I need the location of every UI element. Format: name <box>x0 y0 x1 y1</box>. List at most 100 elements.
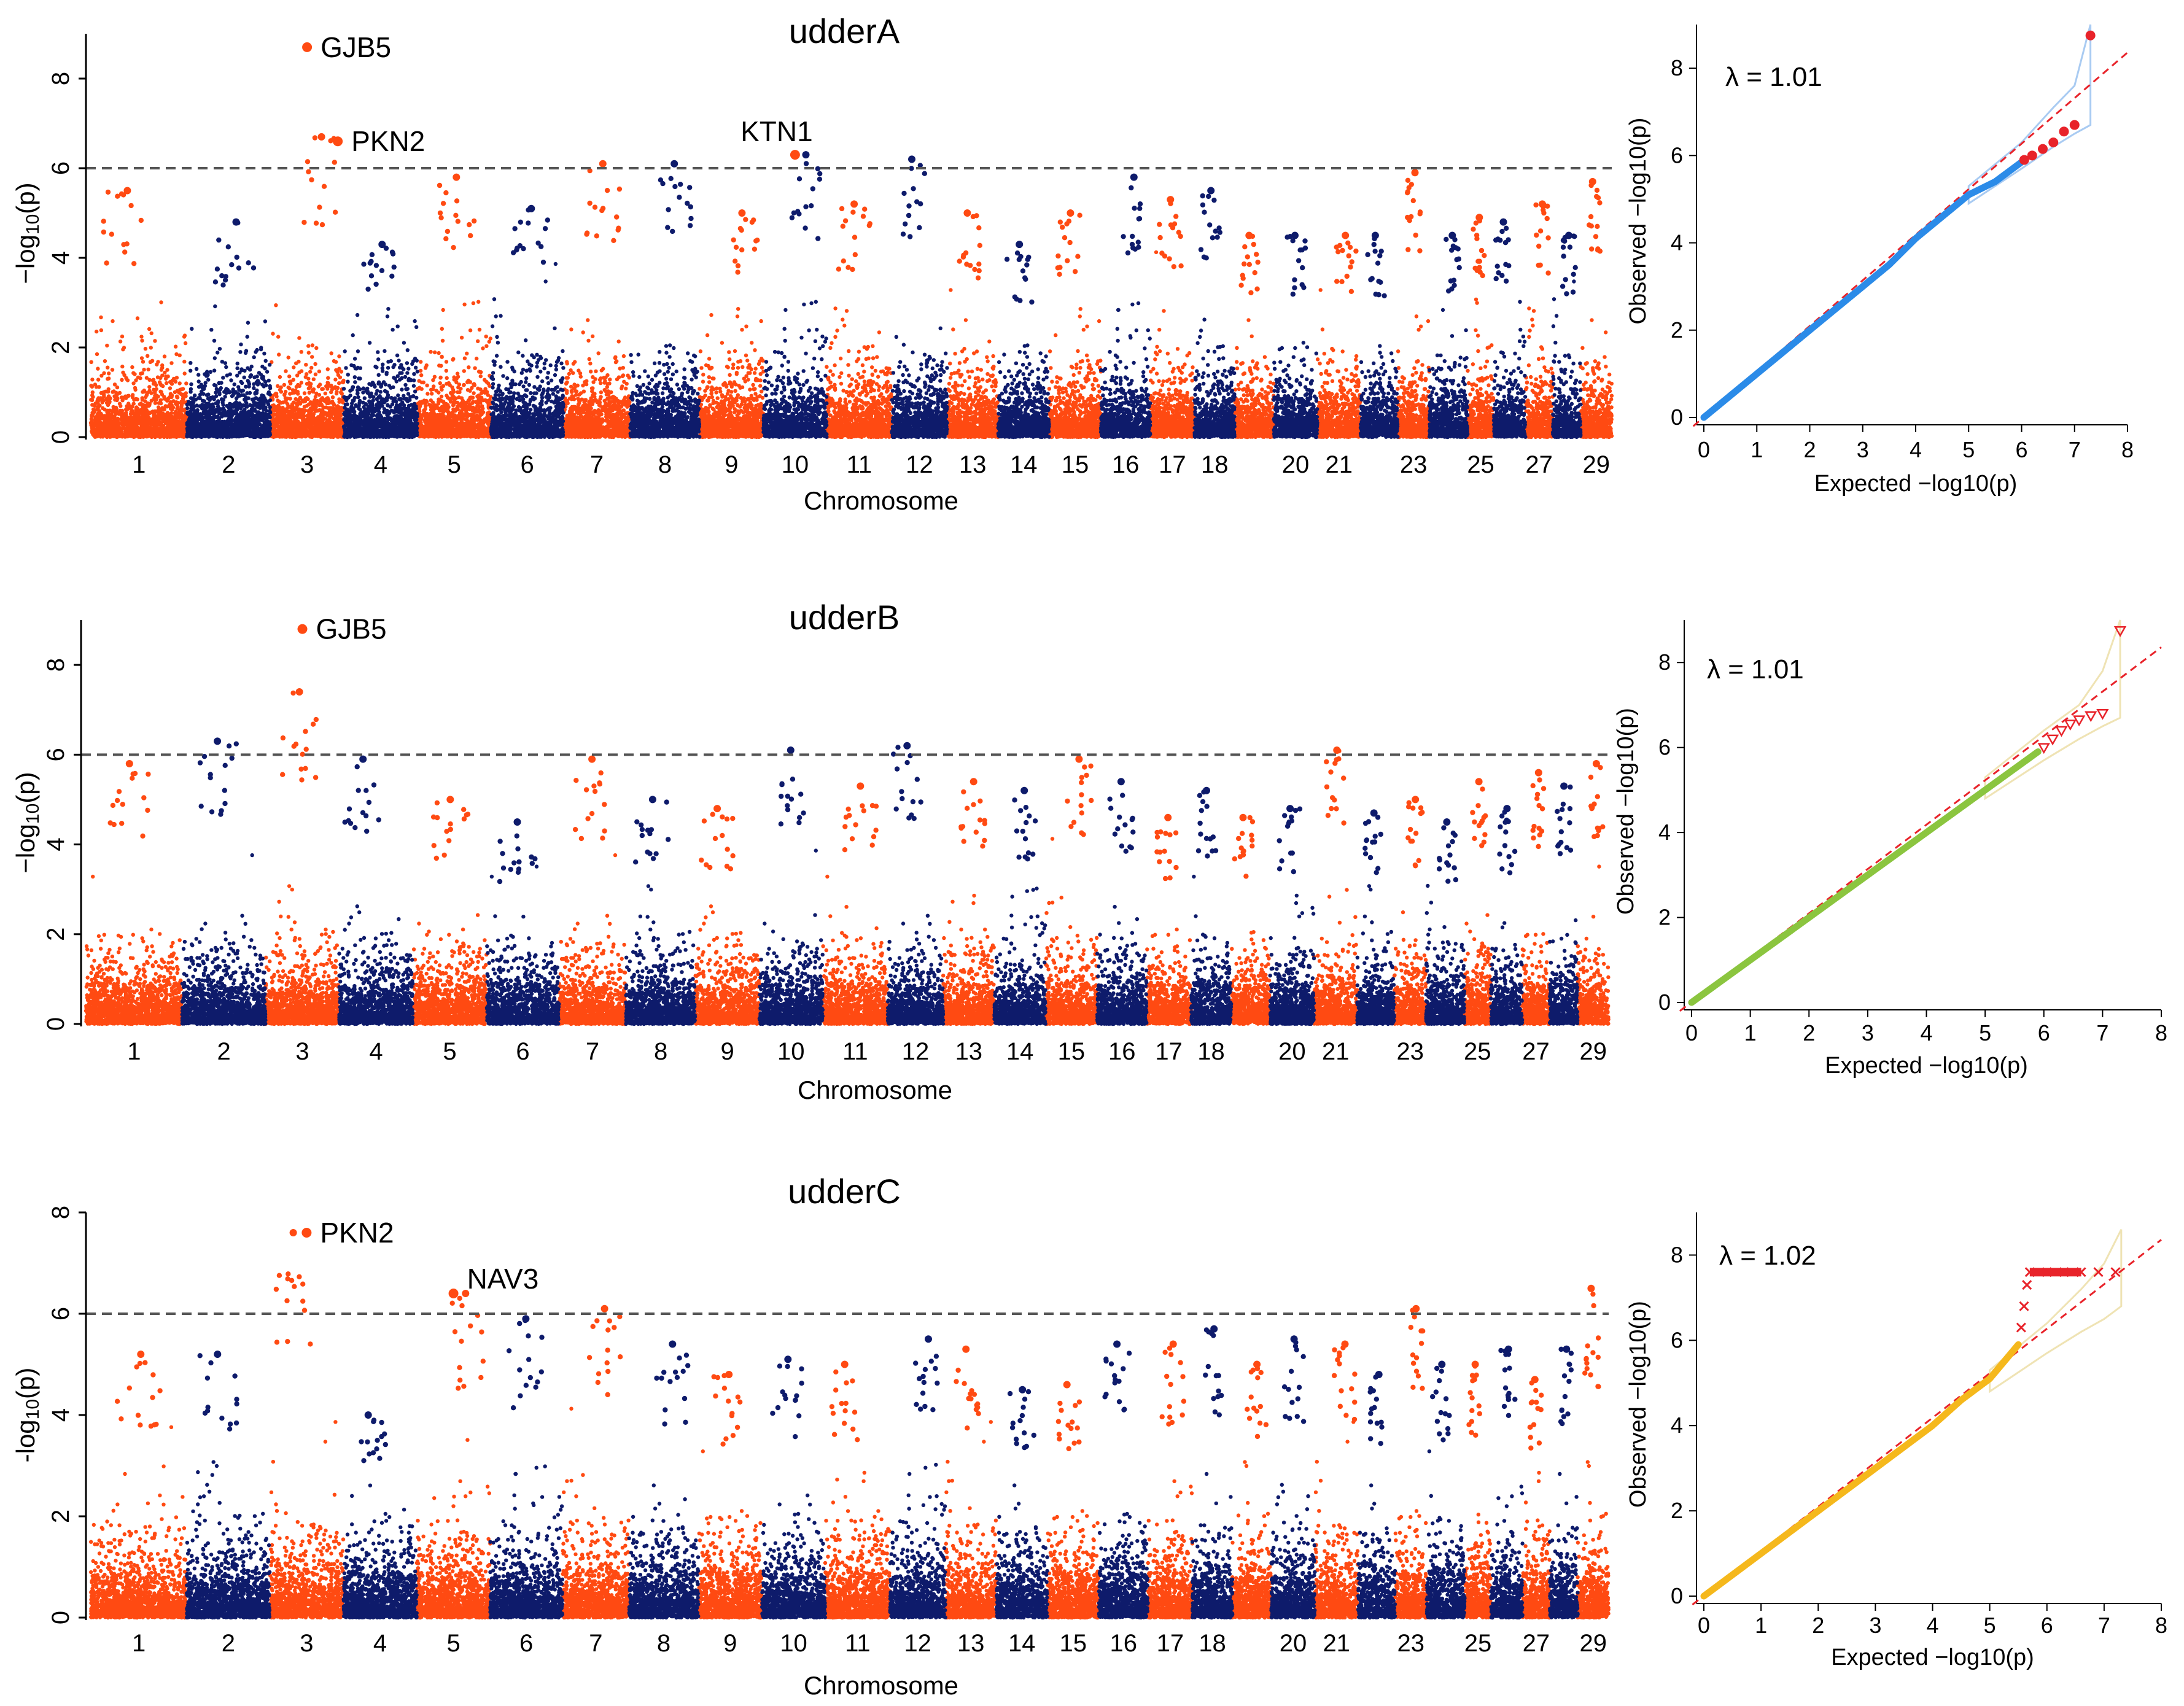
y-tick-label: 8 <box>47 72 74 85</box>
qq-x-tick-label: 2 <box>1803 437 1816 462</box>
qq-x-tick-label: 0 <box>1685 1020 1698 1045</box>
qq-tail-point <box>2110 1267 2121 1278</box>
y-tick-label: 6 <box>47 161 74 175</box>
udderC-x-axis-label: Chromosome <box>804 1671 958 1700</box>
chromosome-label: 25 <box>1467 451 1494 478</box>
qq-confidence-band <box>1989 1229 2123 1394</box>
navy-chromosome-points <box>180 737 1580 1026</box>
qq-x-axis-label: Expected −log10(p) <box>1814 471 2018 497</box>
udderA-y-ticks: 0 2 4 6 8 <box>47 72 86 444</box>
qq-x-tick-label: 3 <box>1869 1613 1881 1638</box>
lead-snp-pkn2 <box>333 136 343 147</box>
lead-snp-gjb5 <box>302 42 313 52</box>
chromosome-label: 15 <box>1058 1038 1086 1065</box>
qq-tail-point <box>2113 626 2127 637</box>
udderB-gene-annotations: GJB5 <box>316 613 387 645</box>
chromosome-label: 8 <box>657 1630 670 1657</box>
chromosome-label: 1 <box>127 1038 141 1065</box>
orange-chromosome-points <box>84 688 1611 1026</box>
udderB-x-axis-label: Chromosome <box>798 1076 952 1104</box>
chromosome-label: 25 <box>1464 1630 1492 1657</box>
qq-x-tick-label: 5 <box>1962 437 1975 462</box>
chromosome-label: 27 <box>1523 1630 1550 1657</box>
y-tick-label: 8 <box>42 658 69 672</box>
chromosome-label: 7 <box>586 1038 599 1065</box>
qq-y-axis-label: Observed −log10(p) <box>1625 118 1651 325</box>
qq-observed-curve <box>1688 748 2042 1006</box>
udderA-points <box>88 42 1614 440</box>
qq-y-tick-label: 2 <box>1671 1498 1683 1523</box>
chromosome-label: 16 <box>1108 1038 1136 1065</box>
y-tick-label: 4 <box>47 1408 74 1422</box>
qq-observed-curve <box>1700 158 2025 421</box>
chromosome-label: 23 <box>1397 1630 1425 1657</box>
chromosome-label: 9 <box>723 1630 737 1657</box>
qq-tail-point <box>2085 711 2097 723</box>
udderB-qq-plot: 0 1 2 3 4 5 6 7 8 0 2 4 6 8 λ = 1.01 Expected −log10(p)… <box>1613 619 2167 1079</box>
qq-x-tick-label: 8 <box>2155 1613 2167 1638</box>
qq-x-tick-label: 5 <box>1984 1613 1996 1638</box>
udderC-y-ticks: 0 2 4 6 8 <box>47 1206 86 1624</box>
qq-tail-point <box>2016 1322 2026 1333</box>
udderA-gene-annotations: GJB5 PKN2 KTN1 <box>321 31 813 157</box>
y-tick-label: 0 <box>42 1017 69 1031</box>
chromosome-label: 20 <box>1278 1038 1306 1065</box>
qq-x-tick-label: 4 <box>1926 1613 1938 1638</box>
qq-y-tick-label: 4 <box>1671 1413 1683 1438</box>
udderA-qq-plot: 0 1 2 3 4 5 6 7 8 0 2 4 6 8 λ = 1.01 Expected −log10(p)… <box>1625 24 2134 497</box>
lead-snp-gjb5 <box>297 624 308 634</box>
chromosome-label: 23 <box>1396 1038 1424 1065</box>
chromosome-label: 1 <box>132 451 146 478</box>
qq-lambda-value: λ = 1.02 <box>1719 1241 1816 1271</box>
chromosome-label: 11 <box>842 1038 868 1065</box>
chromosome-label: 7 <box>590 451 604 478</box>
qq-tail-point <box>2069 120 2080 130</box>
qq-x-tick-label: 5 <box>1979 1020 1991 1045</box>
qq-confidence-band <box>1967 24 2092 206</box>
chromosome-label: 4 <box>369 1038 383 1065</box>
chromosome-label: 12 <box>904 1630 931 1657</box>
qq-tail-point <box>2022 1279 2032 1290</box>
qq-x-tick-label: 2 <box>1812 1613 1824 1638</box>
chromosome-label: 12 <box>906 451 933 478</box>
chromosome-label: 13 <box>959 451 987 478</box>
gene-label-gjb5: GJB5 <box>316 613 387 645</box>
qq-y-tick-label: 6 <box>1671 142 1683 168</box>
chromosome-label: 3 <box>300 451 314 478</box>
qq-tail-point <box>2072 715 2086 727</box>
qq-tail-point <box>2019 155 2029 165</box>
qq-tail-point <box>2046 734 2059 746</box>
qq-y-tick-label: 2 <box>1671 317 1683 343</box>
qq-tail-point <box>2019 1301 2029 1311</box>
chromosome-label: 3 <box>300 1630 313 1657</box>
qq-tail-point <box>2027 150 2037 161</box>
udderB-y-ticks: 0 2 4 6 8 <box>42 658 81 1031</box>
chromosome-label: 2 <box>222 1630 235 1657</box>
qq-x-tick-label: 6 <box>2041 1613 2053 1638</box>
navy-chromosome-points <box>185 1315 1580 1620</box>
udderB-points <box>84 624 1611 1026</box>
qq-observed-curve <box>1700 1341 2022 1600</box>
chromosome-label: 29 <box>1580 1630 1607 1657</box>
chromosome-label: 14 <box>1006 1038 1034 1065</box>
chromosome-label: 8 <box>654 1038 667 1065</box>
gene-label-nav3: NAV3 <box>467 1263 539 1295</box>
qq-y-tick-label: 2 <box>1658 905 1671 930</box>
chromosome-label: 10 <box>782 451 809 478</box>
chromosome-label: 1 <box>132 1630 146 1657</box>
chromosome-label: 18 <box>1197 1038 1225 1065</box>
qq-x-tick-label: 7 <box>2096 1020 2108 1045</box>
udderB-chromosome-labels: 1 2 3 4 5 6 7 8 9 10 11 12 13 14 15 16 17 18 20 21 23 25 27 29 <box>127 1038 1607 1065</box>
chromosome-label: 23 <box>1400 451 1428 478</box>
chromosome-label: 10 <box>780 1630 807 1657</box>
chromosome-label: 4 <box>373 1630 387 1657</box>
qq-tail-point <box>2038 144 2048 154</box>
udderB-y-axis-label: −log10(p) <box>11 772 43 873</box>
y-tick-label: 4 <box>42 837 69 851</box>
chromosome-label: 16 <box>1110 1630 1138 1657</box>
navy-chromosome-points <box>185 151 1583 440</box>
qq-x-tick-label: 3 <box>1862 1020 1874 1045</box>
